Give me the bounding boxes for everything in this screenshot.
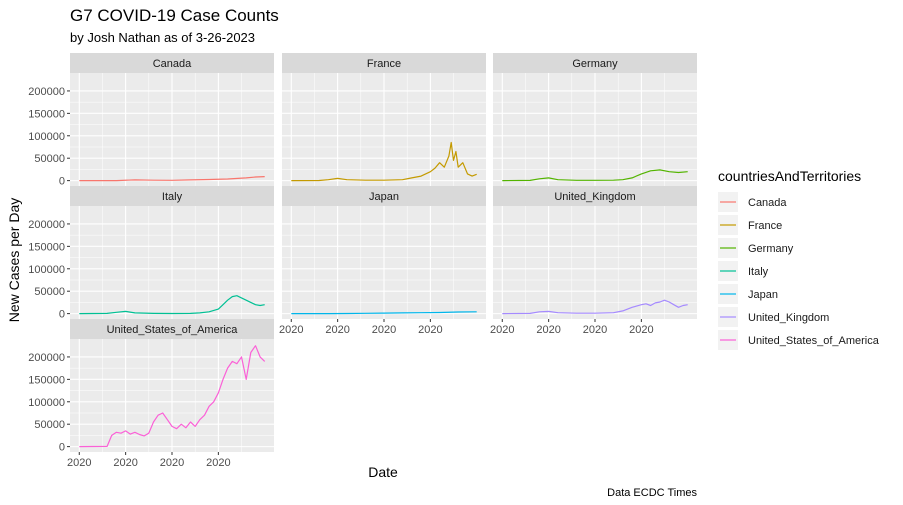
x-axis-title: Date — [368, 464, 398, 480]
series-line-United_Kingdom — [502, 299, 688, 315]
series-line-United_States_of_America — [79, 345, 266, 448]
chart-subtitle: by Josh Nathan as of 3-26-2023 — [70, 30, 255, 45]
facet-United_States_of_America: United_States_of_America 0 50000 100000 1500… — [28, 319, 274, 469]
legend-label: Italy — [748, 266, 769, 278]
x-tick-label: 2020 — [206, 457, 230, 469]
facet-strip — [493, 186, 697, 206]
x-tick-label: 2020 — [583, 324, 607, 336]
x-tick-label: 2020 — [279, 324, 303, 336]
y-tick-label: 150000 — [28, 108, 65, 120]
facet-United_Kingdom: United_Kingdom 2020 2020 2020 2020 — [490, 186, 697, 336]
y-tick-label: 50000 — [34, 419, 65, 431]
chart-title: G7 COVID-19 Case Counts — [70, 6, 279, 25]
legend-label: Canada — [748, 197, 787, 209]
chart-caption: Data ECDC Times — [607, 487, 697, 499]
facet-strip-label: United_Kingdom — [554, 191, 635, 203]
facet-strip-label: United_States_of_America — [107, 324, 239, 336]
series-line-Canada — [79, 176, 265, 182]
y-tick-label: 150000 — [28, 374, 65, 386]
facet-France: France — [282, 53, 486, 186]
series-line-Germany — [502, 169, 688, 182]
legend-label: France — [748, 220, 782, 232]
legend-label: United_States_of_America — [748, 335, 880, 347]
facet-strip-label: France — [367, 58, 401, 70]
y-tick-label: 100000 — [28, 397, 65, 409]
x-tick-label: 2020 — [160, 457, 184, 469]
series-line-France — [291, 141, 477, 182]
legend: Canada France Germany Italy Japan United_King… — [718, 192, 880, 350]
y-tick-label: 50000 — [34, 286, 65, 298]
y-tick-label: 0 — [59, 442, 65, 454]
legend-item-United_Kingdom: United_Kingdom — [718, 307, 829, 327]
series-line-Italy — [79, 295, 265, 315]
legend-label: Japan — [748, 289, 778, 301]
facet-strip — [282, 53, 486, 73]
facet-Germany: Germany — [493, 53, 697, 186]
legend-item-France: France — [718, 215, 782, 235]
legend-item-Japan: Japan — [718, 284, 778, 304]
y-tick-label: 200000 — [28, 219, 65, 231]
x-tick-label: 2020 — [372, 324, 396, 336]
x-tick-label: 2020 — [629, 324, 653, 336]
y-axis-title: New Cases per Day — [6, 198, 22, 323]
x-tick-label: 2020 — [490, 324, 514, 336]
y-tick-label: 0 — [59, 309, 65, 321]
y-tick-label: 200000 — [28, 86, 65, 98]
facet-strip — [70, 53, 274, 73]
facet-strip — [493, 53, 697, 73]
y-tick-label: 150000 — [28, 241, 65, 253]
facet-panels: Canada 0 50000 100000 150000 200000 France Germ… — [28, 53, 697, 469]
y-tick-label: 100000 — [28, 264, 65, 276]
facet-strip-label: Germany — [572, 58, 618, 70]
facet-strip-label: Japan — [369, 191, 399, 203]
facet-strip — [70, 319, 274, 339]
y-tick-label: 200000 — [28, 352, 65, 364]
legend-item-Italy: Italy — [718, 261, 769, 281]
x-tick-label: 2020 — [325, 324, 349, 336]
legend-label: Germany — [748, 243, 794, 255]
legend-label: United_Kingdom — [748, 312, 829, 324]
y-tick-label: 50000 — [34, 153, 65, 165]
x-tick-label: 2020 — [536, 324, 560, 336]
facet-strip-label: Italy — [162, 191, 183, 203]
legend-item-Canada: Canada — [718, 192, 787, 212]
x-tick-label: 2020 — [113, 457, 137, 469]
facet-Canada: Canada 0 50000 100000 150000 200000 — [28, 53, 274, 188]
legend-title: countriesAndTerritories — [718, 168, 861, 184]
facet-Italy: Italy 0 50000 100000 150000 200000 — [28, 186, 274, 321]
facet-Japan: Japan 2020 2020 2020 2020 — [279, 186, 486, 336]
x-tick-label: 2020 — [67, 457, 91, 469]
facet-strip — [70, 186, 274, 206]
x-tick-label: 2020 — [418, 324, 442, 336]
y-tick-label: 0 — [59, 176, 65, 188]
y-tick-label: 100000 — [28, 131, 65, 143]
facet-strip — [282, 186, 486, 206]
legend-item-United_States_of_America: United_States_of_America — [718, 330, 880, 350]
facet-strip-label: Canada — [153, 58, 192, 70]
legend-item-Germany: Germany — [718, 238, 794, 258]
series-line-Japan — [291, 311, 477, 315]
